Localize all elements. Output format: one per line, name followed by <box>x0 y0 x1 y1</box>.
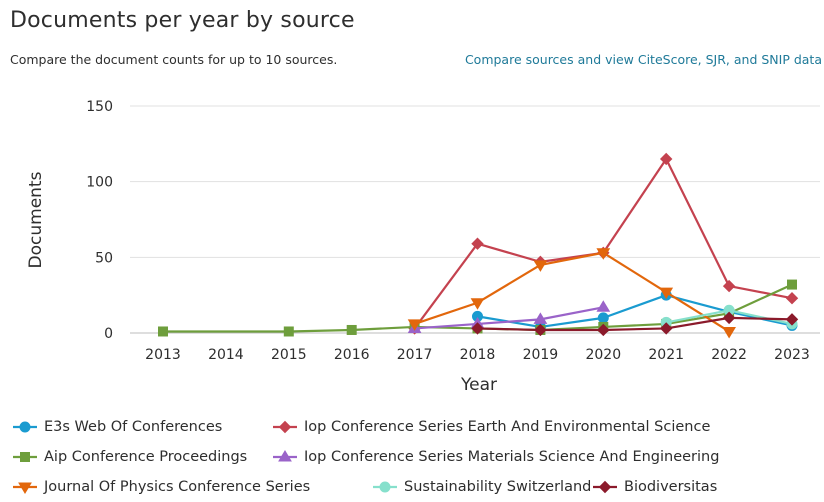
x-tick-label: 2014 <box>208 347 244 363</box>
data-point <box>787 279 797 290</box>
data-point <box>722 326 736 339</box>
x-tick-labels: 2013 2014 2015 2016 2017 2018 2019 2020 2021 2022… <box>145 347 810 363</box>
legend-swatch-icon <box>373 481 397 493</box>
legend-swatch-icon <box>13 452 37 462</box>
data-point <box>785 313 799 326</box>
series-line <box>477 294 793 329</box>
data-point <box>471 237 484 250</box>
data-point <box>533 260 548 272</box>
legend-swatch-icon <box>273 450 297 462</box>
x-tick-label: 2015 <box>271 347 307 363</box>
x-tick-label: 2023 <box>774 347 810 363</box>
legend-swatch-marker <box>19 421 31 433</box>
data-point <box>470 298 485 310</box>
legend-swatch-icon <box>273 420 297 434</box>
legend-label: Aip Conference Proceedings <box>44 449 248 465</box>
compare-sources-link[interactable]: Compare sources and view CiteScore, SJR,… <box>464 52 822 67</box>
legend-swatch-icon <box>13 421 37 433</box>
legend-swatch-marker <box>278 450 292 462</box>
data-point <box>283 326 294 337</box>
data-point <box>722 279 736 293</box>
data-point <box>596 300 611 312</box>
legend-swatch-icon <box>13 482 37 494</box>
x-tick-label: 2020 <box>585 347 621 363</box>
legend-item-jpcs[interactable]: Journal Of Physics Conference Series <box>12 479 372 495</box>
series-4 <box>407 248 736 339</box>
legend-label: E3s Web Of Conferences <box>44 419 223 435</box>
data-point <box>534 323 547 337</box>
page-subtitle: Compare the document counts for up to 10… <box>10 52 338 67</box>
legend-label: Iop Conference Series Materials Science … <box>304 449 720 465</box>
legend-row: Journal Of Physics Conference Series Sus… <box>12 472 822 502</box>
data-point <box>722 311 736 325</box>
series-line <box>477 316 793 332</box>
legend-item-e3s[interactable]: E3s Web Of Conferences <box>12 419 272 435</box>
legend-label: Journal Of Physics Conference Series <box>44 479 311 495</box>
x-tick-label: 2019 <box>523 347 559 363</box>
x-tick-label: 2013 <box>145 347 181 363</box>
legend-item-aip[interactable]: Aip Conference Proceedings <box>12 449 272 465</box>
x-tick-label: 2017 <box>397 347 433 363</box>
data-point <box>785 291 799 305</box>
data-point <box>596 248 611 260</box>
legend-row: E3s Web Of Conferences Iop Conference Se… <box>12 412 822 442</box>
data-point <box>659 322 673 335</box>
x-tick-label: 2018 <box>460 347 496 363</box>
legend-swatch-icon <box>593 480 617 494</box>
legend-label: Biodiversitas <box>624 479 718 495</box>
legend-item-iop-earth[interactable]: Iop Conference Series Earth And Environm… <box>272 419 710 435</box>
legend-item-sustainability[interactable]: Sustainability Switzerland <box>372 479 592 495</box>
x-axis-label: Year <box>460 375 497 395</box>
data-point <box>659 287 674 300</box>
legend-row: Aip Conference Proceedings Iop Conferenc… <box>12 442 822 472</box>
legend-label: Sustainability Switzerland <box>404 479 592 495</box>
y-tick-label: 100 <box>86 175 113 191</box>
data-point <box>597 323 610 337</box>
x-tick-label: 2016 <box>334 347 370 363</box>
legend-swatch-marker <box>598 480 612 494</box>
series-group <box>158 152 799 339</box>
data-point <box>659 152 673 166</box>
data-point <box>158 326 168 337</box>
y-axis-label: Documents <box>26 171 46 268</box>
y-tick-labels: 0 50 100 150 <box>86 99 113 342</box>
data-point <box>597 312 609 324</box>
x-tick-label: 2022 <box>711 347 747 363</box>
x-tick-label: 2021 <box>648 347 684 363</box>
legend-item-biodiversitas[interactable]: Biodiversitas <box>592 479 717 495</box>
legend-swatch-marker <box>20 452 30 462</box>
legend-swatch-marker <box>379 481 391 493</box>
series-line <box>414 251 730 333</box>
legend-swatch-marker <box>278 420 292 434</box>
y-tick-label: 50 <box>95 250 113 266</box>
page-title: Documents per year by source <box>10 8 355 33</box>
y-tick-label: 0 <box>104 326 113 342</box>
legend-item-iop-materials[interactable]: Iop Conference Series Materials Science … <box>272 449 719 465</box>
data-point <box>407 319 422 331</box>
chart-legend: E3s Web Of Conferences Iop Conference Se… <box>12 412 822 502</box>
legend-label: Iop Conference Series Earth And Environm… <box>304 419 711 435</box>
series-6 <box>471 311 799 337</box>
series-line <box>414 306 604 330</box>
y-tick-label: 150 <box>86 99 113 115</box>
legend-swatch-marker <box>18 482 32 494</box>
data-point <box>346 324 357 335</box>
data-point <box>471 322 484 335</box>
data-point <box>533 312 548 324</box>
